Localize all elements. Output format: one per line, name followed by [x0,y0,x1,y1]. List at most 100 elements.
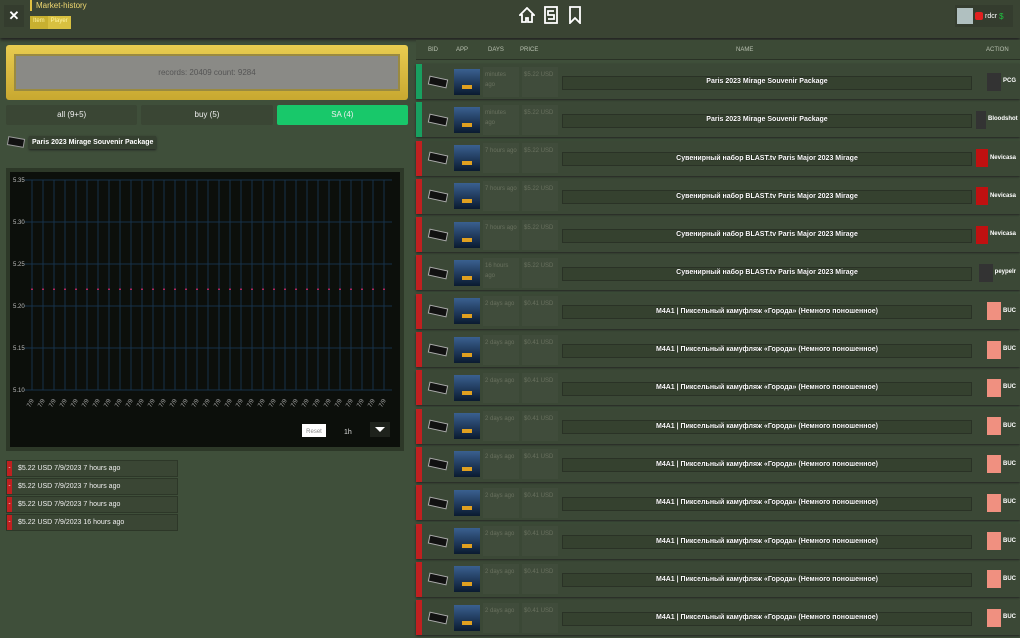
user-action[interactable]: BUC [976,417,1020,436]
remove-icon[interactable]: - [7,497,12,512]
item-name[interactable]: Сувенирный набор BLAST.tv Paris Major 20… [562,260,972,286]
side-indicator [416,485,422,521]
x-tick-label: 7/9 [70,398,80,409]
user-action[interactable]: BUC [976,608,1020,627]
document-icon[interactable] [542,5,560,25]
remove-icon[interactable]: - [7,515,12,530]
history-text: $5.22 USD 7/9/2023 7 hours ago [18,501,121,508]
user-action[interactable]: BUC [976,302,1020,321]
item-name[interactable]: Сувенирный набор BLAST.tv Paris Major 20… [562,183,972,209]
user-action[interactable]: BUC [976,340,1020,359]
side-indicator [416,255,422,291]
user-action[interactable]: Nevicasa [976,225,1020,244]
item-name[interactable]: M4A1 | Пиксельный камуфляж «Города» (Нем… [562,298,972,324]
tab-item[interactable]: Item [33,18,45,24]
history-item[interactable]: - $5.22 USD 7/9/2023 7 hours ago [6,478,178,495]
x-tick-label: 7/9 [301,398,311,409]
item-name[interactable]: Сувенирный набор BLAST.tv Paris Major 20… [562,222,972,248]
bookmark-icon[interactable] [566,5,584,25]
remove-icon[interactable]: - [7,479,12,494]
table-row[interactable]: 2 days ago $0.41 USD M4A1 | Пиксельный к… [416,600,1020,636]
tab-buy[interactable]: buy (5) [141,105,273,125]
table-row[interactable]: 2 days ago $0.41 USD M4A1 | Пиксельный к… [416,523,1020,559]
remove-icon[interactable]: - [7,461,12,476]
user-action[interactable]: BUC [976,378,1020,397]
column-header[interactable]: APP [456,46,469,53]
item-name[interactable]: Сувенирный набор BLAST.tv Paris Major 20… [562,145,972,171]
user-action[interactable]: Nevicasa [976,187,1020,206]
table-row[interactable]: 2 days ago $0.41 USD M4A1 | Пиксельный к… [416,370,1020,406]
table-row[interactable]: 2 days ago $0.41 USD M4A1 | Пиксельный к… [416,332,1020,368]
table-row[interactable]: 2 days ago $0.41 USD M4A1 | Пиксельный к… [416,561,1020,597]
data-point [383,288,385,290]
price-cell: $0.41 USD [522,296,558,327]
item-name[interactable]: M4A1 | Пиксельный камуфляж «Города» (Нем… [562,337,972,363]
item-name[interactable]: Paris 2023 Mirage Souvenir Package [562,69,972,95]
tab-sell[interactable]: SA (4) [276,105,408,125]
tab-player[interactable]: Player [47,16,71,29]
item-name[interactable]: Paris 2023 Mirage Souvenir Package [562,107,972,133]
table-row[interactable]: minutes ago $5.22 USD Paris 2023 Mirage … [416,102,1020,138]
item-name[interactable]: M4A1 | Пиксельный камуфляж «Города» (Нем… [562,451,972,477]
user-action[interactable]: BUC [976,455,1020,474]
table-row[interactable]: 7 hours ago $5.22 USD Сувенирный набор B… [416,178,1020,214]
table-row[interactable]: 2 days ago $0.41 USD M4A1 | Пиксельный к… [416,485,1020,521]
item-name[interactable]: M4A1 | Пиксельный камуфляж «Города» (Нем… [562,566,972,592]
user-avatar [987,302,1001,321]
table-row[interactable]: 7 hours ago $5.22 USD Сувенирный набор B… [416,217,1020,253]
history-item[interactable]: - $5.22 USD 7/9/2023 7 hours ago [6,496,178,513]
column-header[interactable]: DAYS [488,46,504,53]
selected-item[interactable]: Paris 2023 Mirage Souvenir Package [6,133,157,151]
table-row[interactable]: 2 days ago $0.41 USD M4A1 | Пиксельный к… [416,408,1020,444]
user-action[interactable]: peypelr [976,263,1020,282]
user-name: BUC [1003,460,1016,467]
days-cell: 2 days ago [483,602,519,633]
table-row[interactable]: 16 hours ago $5.22 USD Сувенирный набор … [416,255,1020,291]
item-name[interactable]: M4A1 | Пиксельный камуфляж «Города» (Нем… [562,375,972,401]
item-name[interactable]: M4A1 | Пиксельный камуфляж «Города» (Нем… [562,490,972,516]
user-action[interactable]: BUC [976,532,1020,551]
user-action[interactable]: Bloodshot [976,110,1020,129]
item-name[interactable]: M4A1 | Пиксельный камуфляж «Города» (Нем… [562,413,972,439]
data-point [284,288,286,290]
x-tick-label: 7/9 [224,398,234,409]
user-name: Nevicasa [989,231,1016,238]
item-name[interactable]: M4A1 | Пиксельный камуфляж «Города» (Нем… [562,605,972,631]
user-avatar [986,72,1001,91]
currency-icon: $ [999,11,1004,21]
table-row[interactable]: 7 hours ago $5.22 USD Сувенирный набор B… [416,140,1020,176]
user-action[interactable]: BUC [976,570,1020,589]
tab-all[interactable]: all (9+5) [6,105,138,125]
item-name-text: M4A1 | Пиксельный камуфляж «Города» (Нем… [656,422,878,430]
item-thumbnail-icon [427,228,449,242]
user-name: BUC [1003,537,1016,544]
user-menu[interactable]: rdcr $ [955,5,1013,27]
user-avatar [987,455,1001,474]
user-action[interactable]: PCG [976,72,1020,91]
user-avatar [976,187,988,206]
data-point [53,288,55,290]
column-header[interactable]: PRICE [520,46,539,53]
column-header[interactable]: BID [428,46,439,53]
user-action[interactable]: Nevicasa [976,149,1020,168]
table-row[interactable]: 2 days ago $0.41 USD M4A1 | Пиксельный к… [416,446,1020,482]
column-header[interactable]: ACTION [986,46,1009,53]
top-bar: ✕ Market-history Item Player rdcr $ [0,0,1020,38]
data-point [196,288,198,290]
history-item[interactable]: - $5.22 USD 7/9/2023 16 hours ago [6,514,178,531]
table-row[interactable]: 2 days ago $0.41 USD M4A1 | Пиксельный к… [416,293,1020,329]
home-icon[interactable] [518,5,536,25]
price-cell: $5.22 USD [522,219,558,250]
y-tick-label: 5.10 [13,388,25,394]
user-action[interactable]: BUC [976,493,1020,512]
data-point [163,288,165,290]
history-item[interactable]: - $5.22 USD 7/9/2023 7 hours ago [6,460,178,477]
item-name[interactable]: M4A1 | Пиксельный камуфляж «Города» (Нем… [562,528,972,554]
table-row[interactable]: minutes ago $5.22 USD Paris 2023 Mirage … [416,64,1020,99]
close-button[interactable]: ✕ [4,5,24,27]
days-cell: 7 hours ago [483,143,519,174]
left-panel: records: 20409 count: 9284 all (9+5) buy… [0,40,412,638]
user-avatar [987,378,1001,397]
data-point [262,288,264,290]
column-header[interactable]: NAME [736,46,754,53]
